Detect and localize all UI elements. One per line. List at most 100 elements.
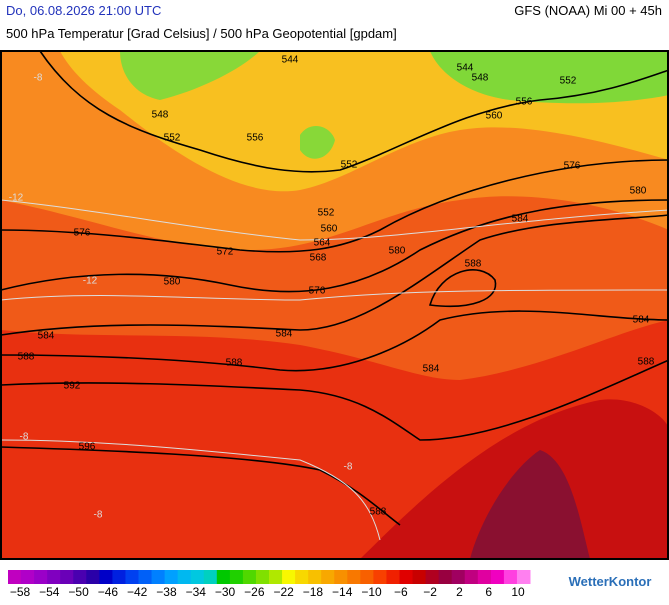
colorbar-swatch <box>21 570 35 584</box>
colorbar-swatch <box>125 570 139 584</box>
colorbar-swatch <box>412 570 427 584</box>
contour-label: 584 <box>276 329 293 340</box>
contour-label: 552 <box>318 208 335 219</box>
colorbar-swatch <box>34 570 48 584</box>
colorbar-swatch <box>477 570 492 584</box>
contour-label: 576 <box>309 286 326 297</box>
colorbar-swatch <box>164 570 179 584</box>
colorbar-swatch <box>334 570 348 584</box>
colorbar-swatch <box>282 570 296 584</box>
colorbar: −58 −54 −50 −46 −42 −38 −34 −30 −26 −22 −18 −14 −10−… <box>8 570 531 599</box>
colorbar-swatch <box>112 570 126 584</box>
colorbar-swatch <box>138 570 153 584</box>
colorbar-swatch <box>399 570 414 584</box>
contour-label: 588 <box>226 358 243 369</box>
contour-label: 564 <box>314 238 331 249</box>
isotherm-label: -8 <box>34 73 43 84</box>
colorbar-label: −34 <box>186 585 207 599</box>
subtitle: 500 hPa Temperatur [Grad Celsius] / 500 … <box>6 26 397 41</box>
contour-label: 544 <box>457 63 474 74</box>
colorbar-swatch <box>516 570 531 584</box>
colorbar-swatch <box>216 570 231 584</box>
colorbar-label: −46 <box>98 585 119 599</box>
isotherm-label: -8 <box>20 432 29 443</box>
contour-label: 548 <box>472 73 489 84</box>
contour-label: 556 <box>516 97 533 108</box>
colorbar-swatch <box>269 570 283 584</box>
contour-label: 584 <box>512 214 529 225</box>
colorbar-swatch <box>73 570 87 584</box>
contour-label: 560 <box>486 111 503 122</box>
contour-label: 552 <box>341 160 358 171</box>
contour-label: 552 <box>560 76 577 87</box>
colorbar-swatch <box>295 570 309 584</box>
colorbar-label: −22 <box>273 585 294 599</box>
contour-label: 576 <box>564 161 581 172</box>
contour-label: 588 <box>638 357 655 368</box>
isotherm-label: -12 <box>9 193 24 204</box>
contour-label: 588 <box>18 352 35 363</box>
contour-label: 576 <box>74 228 91 239</box>
colorbar-swatch <box>451 570 466 584</box>
colorbar-swatch <box>464 570 479 584</box>
contour-label: 588 <box>370 507 387 518</box>
colorbar-swatch <box>438 570 453 584</box>
colorbar-swatch <box>308 570 322 584</box>
colorbar-swatch <box>151 570 166 584</box>
colorbar-swatch <box>242 570 257 584</box>
contour-label: 560 <box>321 224 338 235</box>
contour-label: 588 <box>465 259 482 270</box>
contour-label: 584 <box>633 315 650 326</box>
contour-label: 552 <box>164 133 181 144</box>
colorbar-swatch <box>203 570 218 584</box>
colorbar-label: −50 <box>68 585 89 599</box>
contour-label: 544 <box>282 55 299 66</box>
model-run: GFS (NOAA) Mi 00 + 45h <box>514 3 662 18</box>
contour-label: 584 <box>38 331 55 342</box>
colorbar-swatch <box>60 570 74 584</box>
datetime: Do, 06.08.2026 21:00 UTC <box>6 3 161 18</box>
colorbar-label: 2 <box>456 585 463 599</box>
colorbar-swatch <box>347 570 361 584</box>
isotherm-label: -8 <box>344 462 353 473</box>
contour-label: 580 <box>630 186 647 197</box>
colorbar-label: 10 <box>511 585 525 599</box>
colorbar-swatch <box>255 570 270 584</box>
colorbar-swatch <box>321 570 335 584</box>
contour-label: 580 <box>164 277 181 288</box>
map: 544 548 552 556 552 544 548 552 556 560 … <box>0 50 669 560</box>
colorbar-label: −26 <box>244 585 265 599</box>
colorbar-label: −10 <box>361 585 382 599</box>
colorbar-label: −14 <box>332 585 353 599</box>
colorbar-swatch <box>503 570 518 584</box>
colorbar-swatch <box>425 570 440 584</box>
colorbar-label: 6 <box>485 585 492 599</box>
contour-label: 556 <box>247 133 264 144</box>
colorbar-label: −2 <box>423 585 437 599</box>
colorbar-swatch <box>360 570 374 584</box>
contour-label: 580 <box>389 246 406 257</box>
logo: WetterKontor <box>569 574 652 589</box>
contour-label: 548 <box>152 110 169 121</box>
colorbar-swatch <box>373 570 387 584</box>
colorbar-swatch <box>229 570 244 584</box>
contour-label: 584 <box>423 364 440 375</box>
isotherm-label: -12 <box>83 276 98 287</box>
contour-label: 596 <box>79 442 96 453</box>
colorbar-swatch <box>47 570 61 584</box>
colorbar-swatch <box>99 570 113 584</box>
colorbar-swatch <box>190 570 205 584</box>
isotherm-label: -8 <box>94 510 103 521</box>
colorbar-label: −6 <box>394 585 408 599</box>
contour-label: 592 <box>64 381 81 392</box>
colorbar-swatch <box>490 570 505 584</box>
colorbar-swatch <box>86 570 100 584</box>
colorbar-label: −30 <box>215 585 236 599</box>
colorbar-label: −38 <box>156 585 177 599</box>
contour-label: 572 <box>217 247 234 258</box>
contour-label: 568 <box>310 253 327 264</box>
colorbar-swatch <box>386 570 400 584</box>
colorbar-label: −54 <box>39 585 60 599</box>
colorbar-label: −18 <box>303 585 324 599</box>
